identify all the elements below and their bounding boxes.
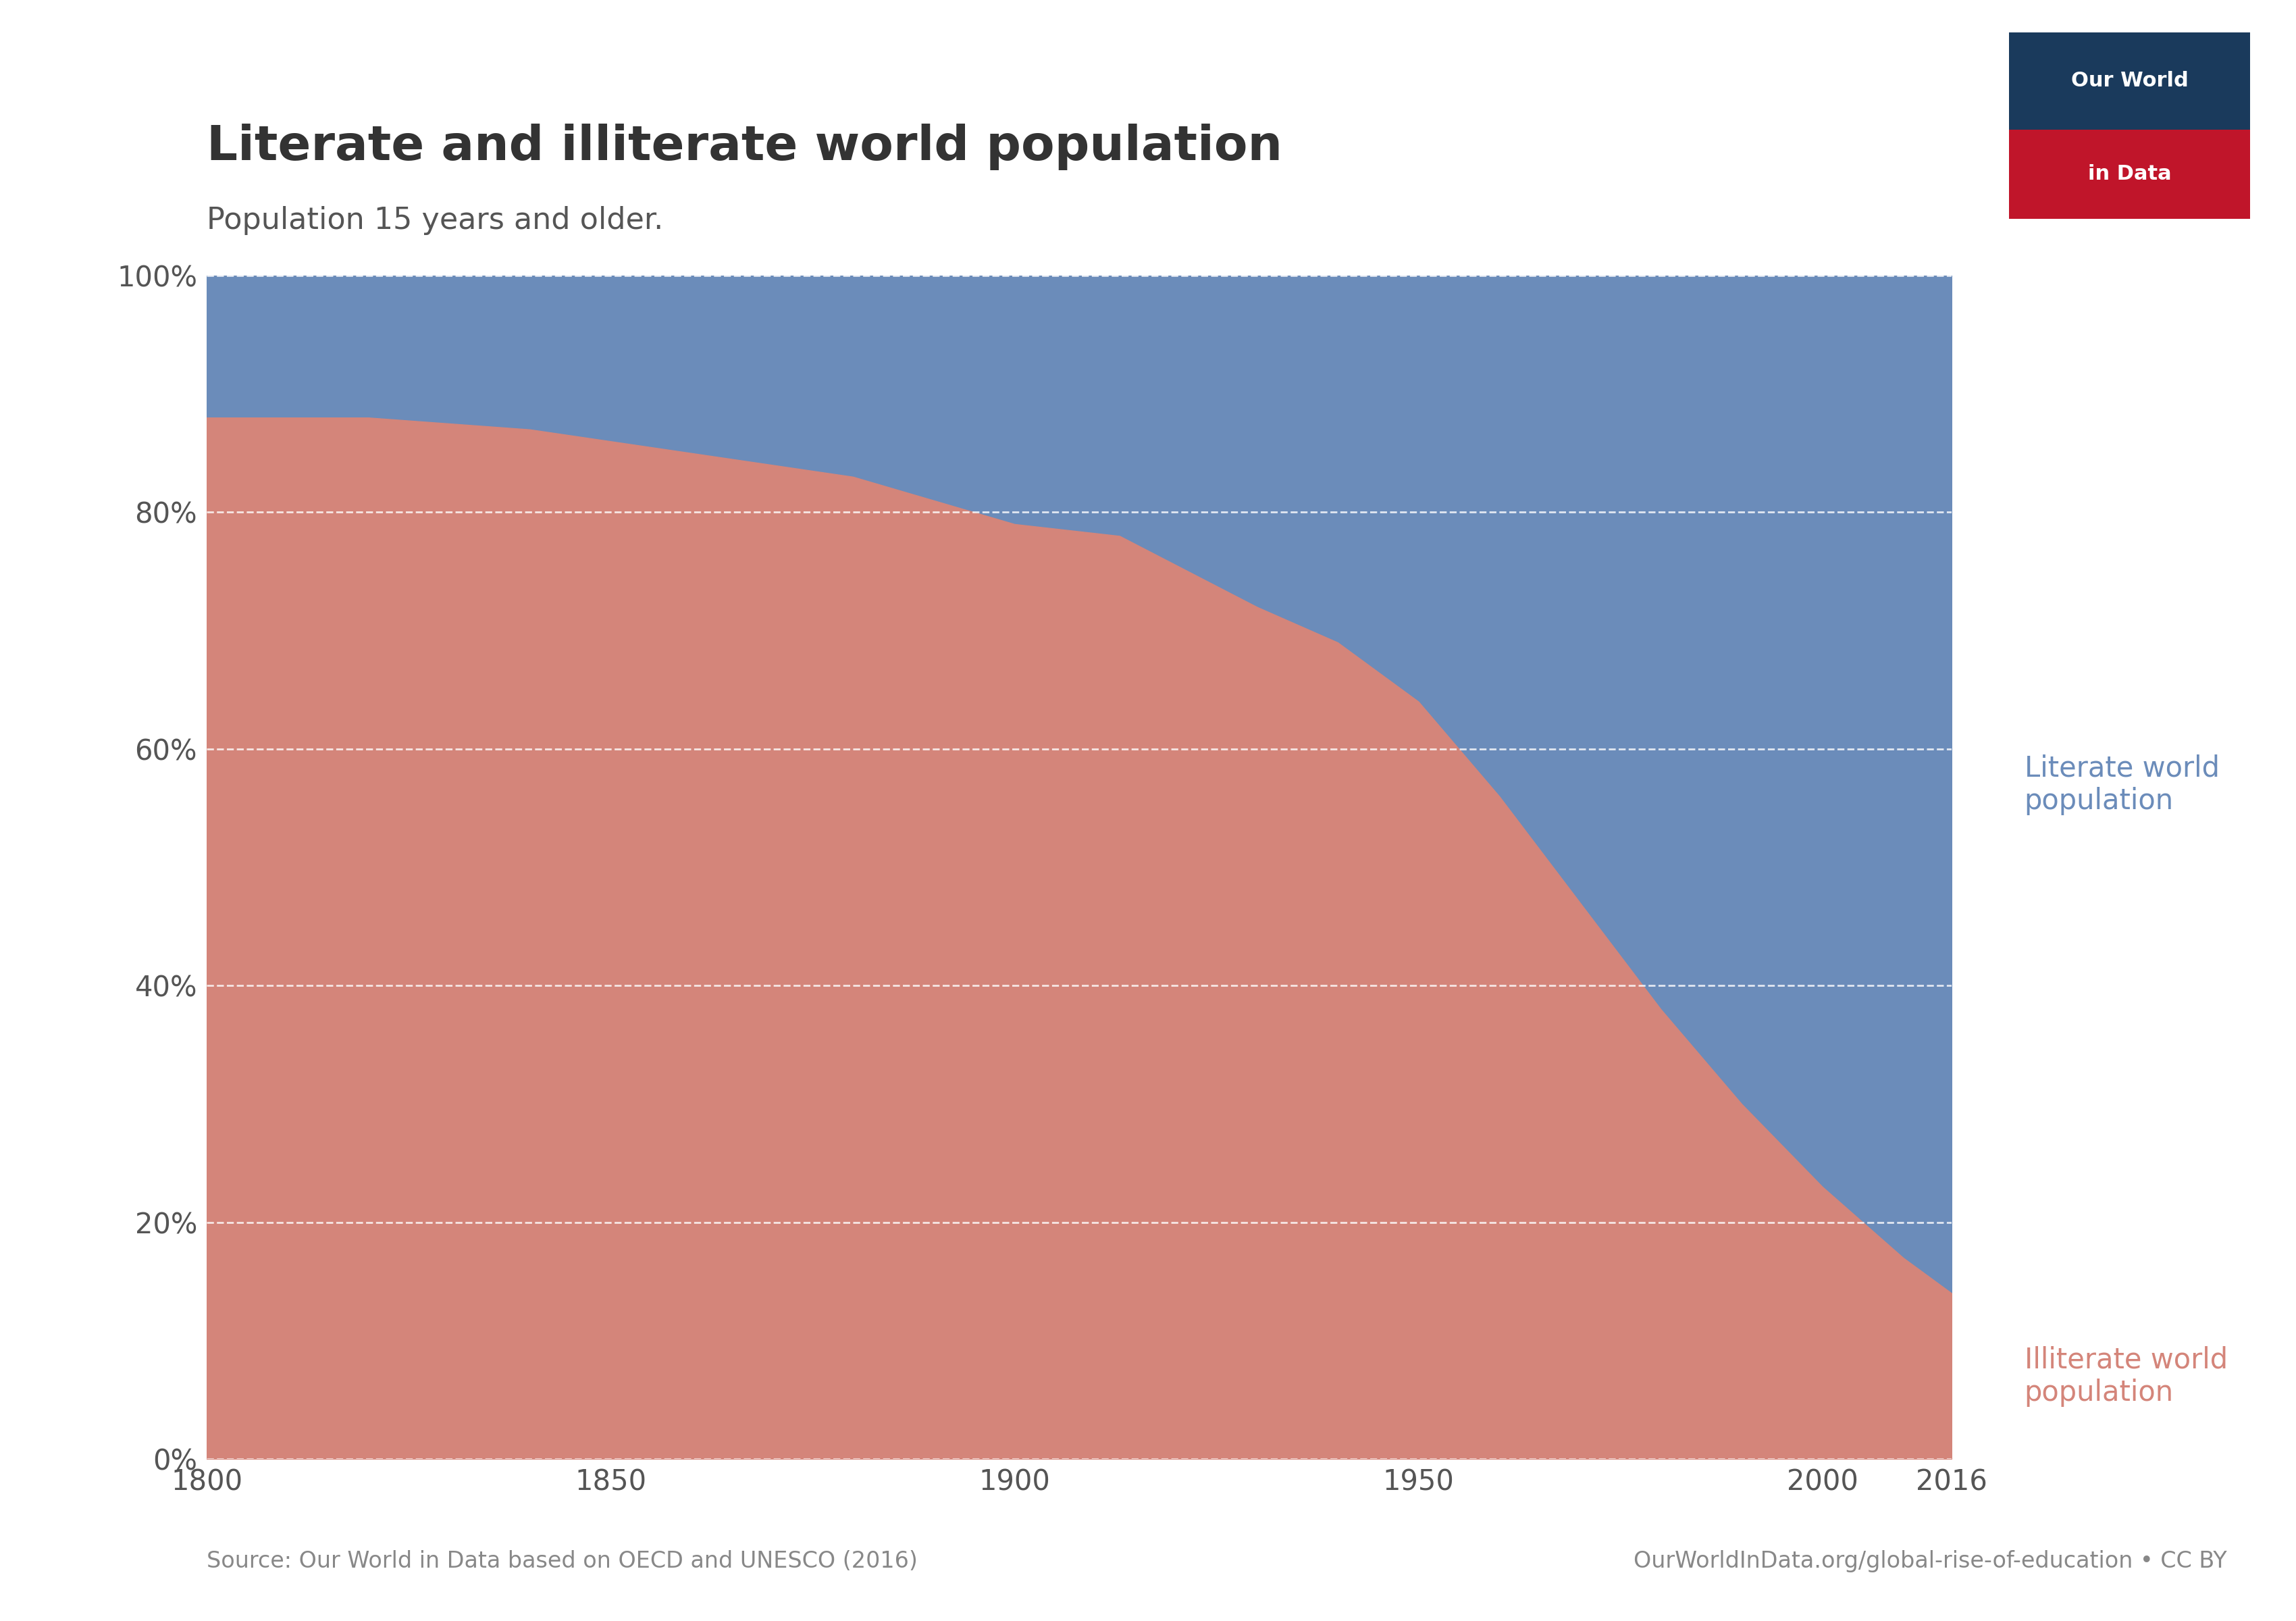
Text: Literate world
population: Literate world population [2025,754,2220,815]
Text: Literate and illiterate world population: Literate and illiterate world population [207,123,1283,170]
Text: Illiterate world
population: Illiterate world population [2025,1345,2227,1407]
Text: Population 15 years and older.: Population 15 years and older. [207,206,664,235]
Text: OurWorldInData.org/global-rise-of-education • CC BY: OurWorldInData.org/global-rise-of-educat… [1635,1550,2227,1572]
Text: Our World: Our World [2071,71,2188,91]
Text: Source: Our World in Data based on OECD and UNESCO (2016): Source: Our World in Data based on OECD … [207,1550,918,1572]
Text: in Data: in Data [2087,164,2172,183]
